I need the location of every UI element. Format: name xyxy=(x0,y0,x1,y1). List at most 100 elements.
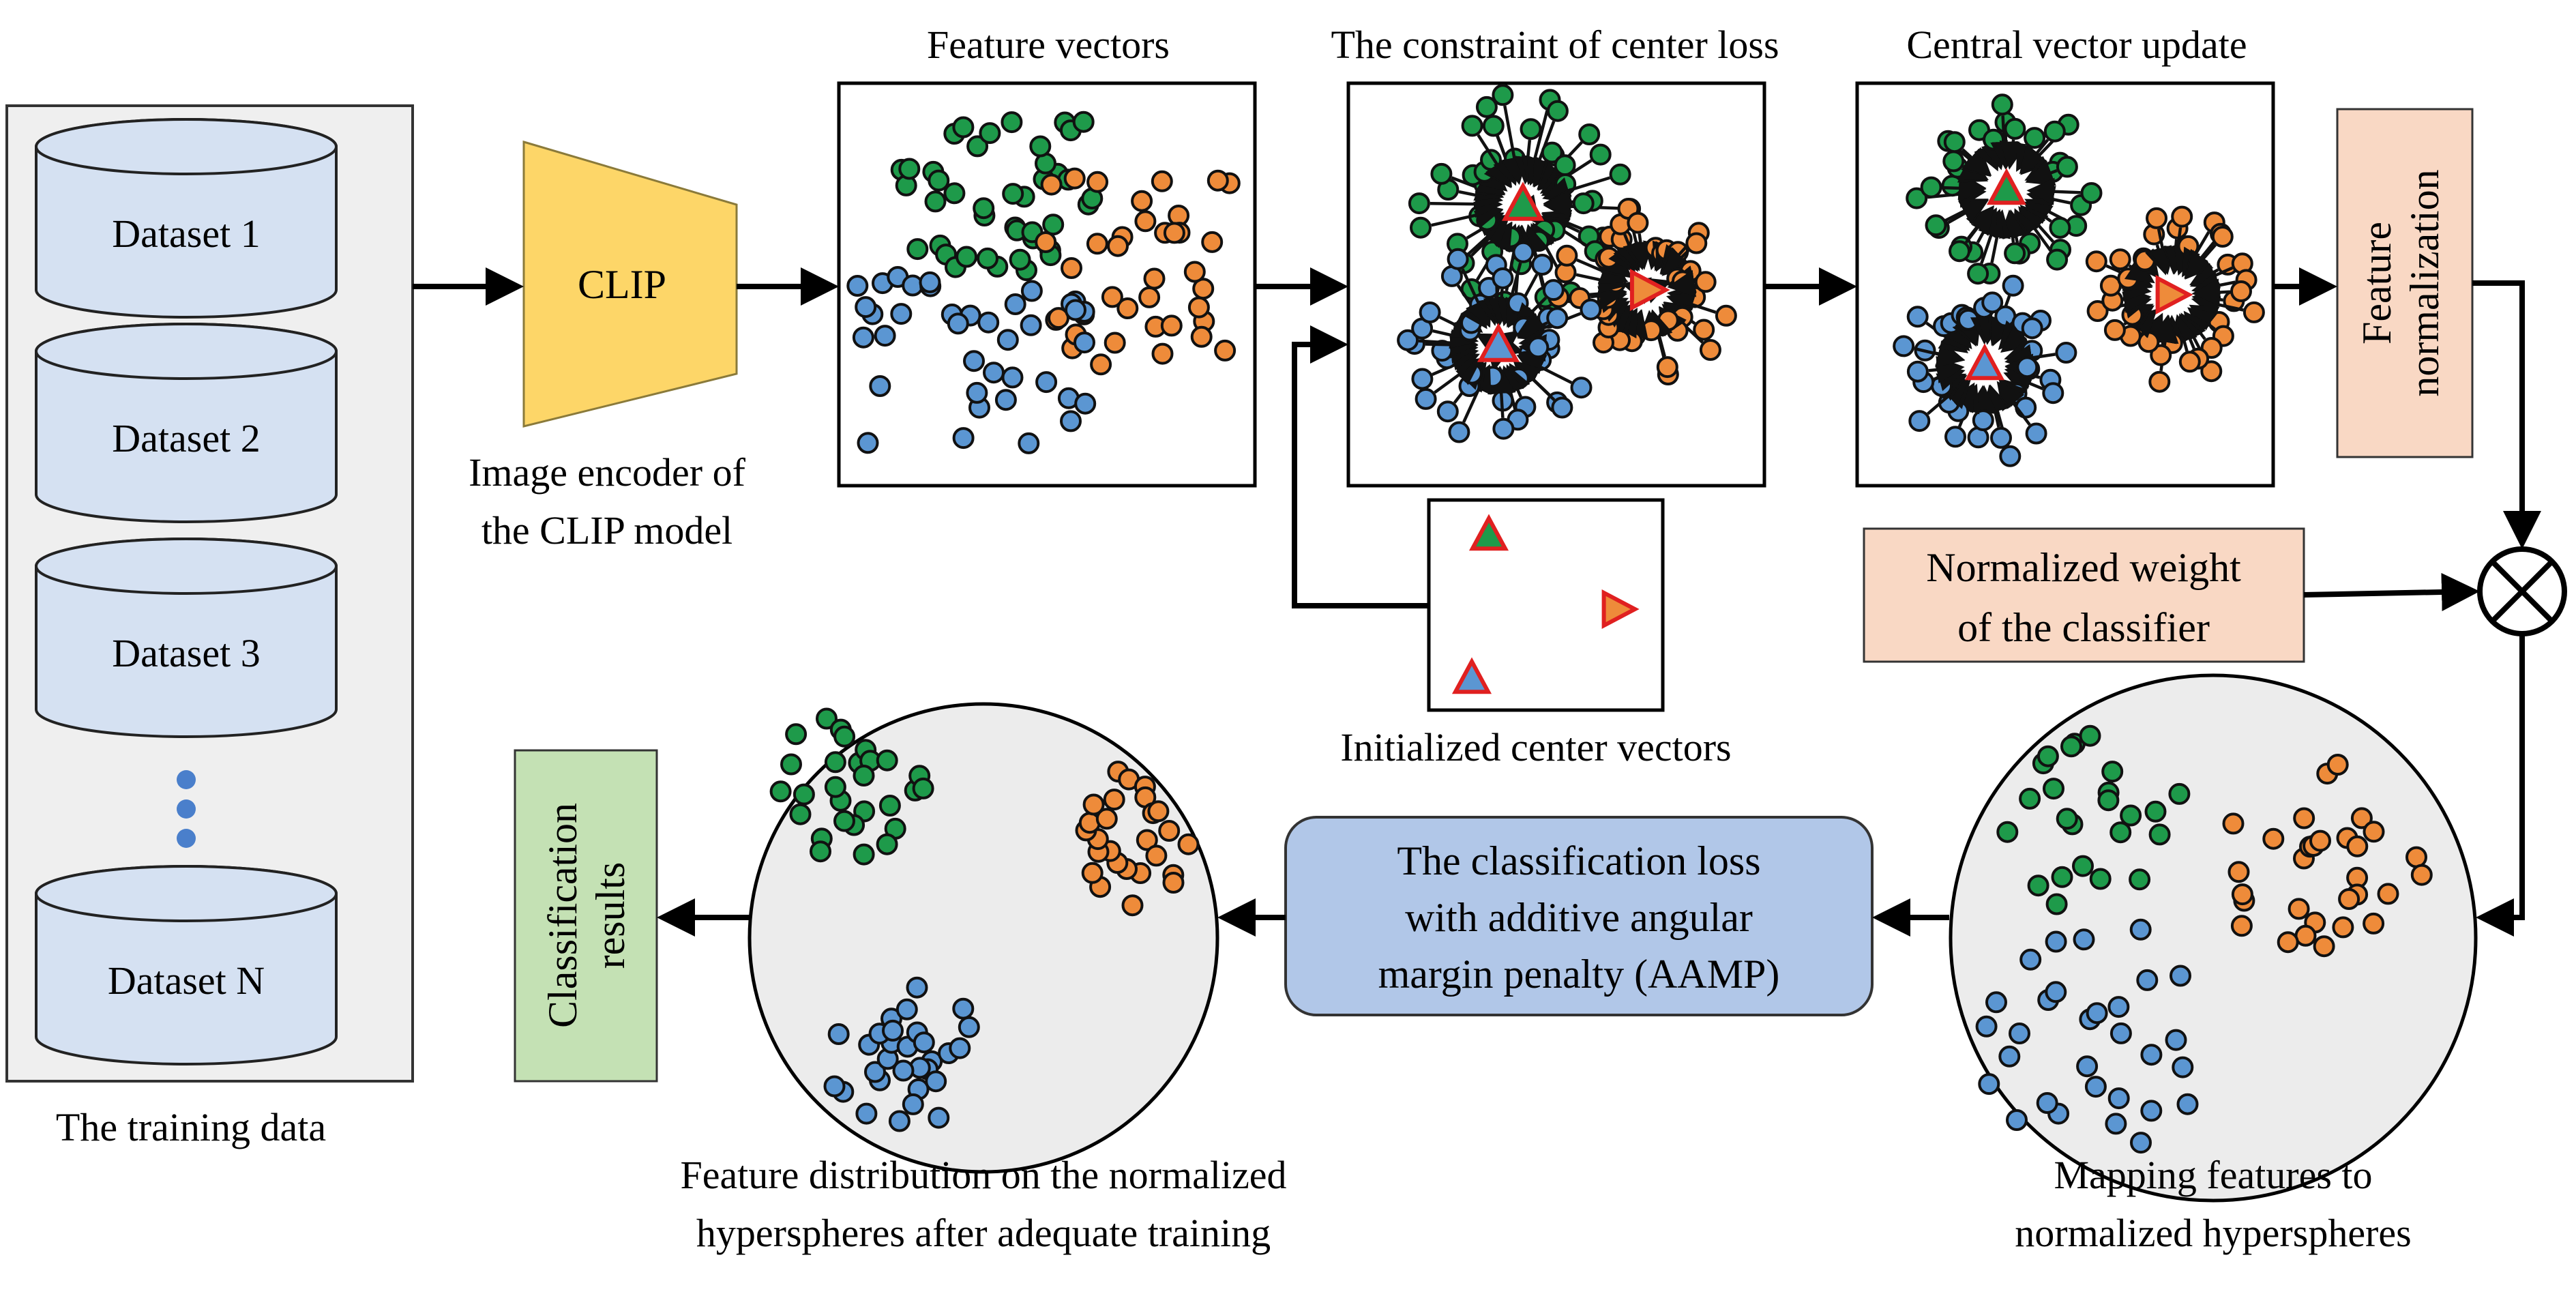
feature-point xyxy=(1076,394,1095,413)
center-pull-arrow xyxy=(1511,366,1513,369)
feature-point xyxy=(1701,340,1720,359)
feature-point xyxy=(1019,434,1038,453)
clip-label: CLIP xyxy=(578,262,666,307)
feature-point xyxy=(829,1025,848,1044)
center-pull-arrow xyxy=(1670,293,1685,295)
feature-point xyxy=(1066,301,1085,320)
feature-point xyxy=(979,313,998,332)
feature-point xyxy=(771,782,790,801)
feature-point xyxy=(1022,282,1041,301)
feature-point xyxy=(880,796,900,815)
feature-point xyxy=(1449,250,1468,269)
feature-point xyxy=(848,276,867,295)
feature-point xyxy=(2106,1114,2125,1133)
feature-point xyxy=(1581,300,1600,319)
feature-point xyxy=(2046,982,2065,1001)
feature-point xyxy=(1943,176,1962,195)
feature-point xyxy=(2328,755,2348,774)
feature-point xyxy=(2103,762,2122,781)
feature-point xyxy=(914,779,933,798)
feature-point xyxy=(1088,173,1107,192)
center-pull-arrow xyxy=(1453,348,1475,350)
feature-point xyxy=(908,978,927,997)
feature-point xyxy=(2131,920,2150,939)
feature-point xyxy=(2007,1111,2026,1130)
feature-point xyxy=(967,383,986,402)
feature-point xyxy=(2023,319,2042,338)
aamp-line3: margin penalty (AAMP) xyxy=(1378,952,1780,997)
feature-point xyxy=(904,1095,923,1114)
feature-point xyxy=(2245,303,2264,322)
feature-point xyxy=(1074,113,1093,132)
feature-point xyxy=(2111,823,2130,842)
feature-point xyxy=(2348,837,2367,856)
feature-point xyxy=(2224,814,2243,833)
feature-point xyxy=(1083,864,1102,883)
feature-point xyxy=(1992,428,2011,447)
feature-point xyxy=(1611,165,1630,184)
feature-point xyxy=(2091,870,2110,889)
feature-point xyxy=(1979,1074,1998,1093)
feature-point xyxy=(2290,899,2309,918)
feature-point xyxy=(1977,1017,1996,1036)
feature-point xyxy=(2171,967,2190,986)
feature-point xyxy=(2112,1024,2131,1043)
feature-point xyxy=(2027,424,2046,443)
feature-point xyxy=(2020,789,2039,808)
center-pull-arrow xyxy=(1500,289,1502,323)
feature-point xyxy=(1153,344,1172,364)
feature-point xyxy=(825,1077,844,1096)
feature-point xyxy=(1591,145,1610,164)
feature-point xyxy=(2170,784,2189,804)
feature-point xyxy=(2233,885,2252,904)
feature-point xyxy=(929,171,948,190)
dataset-label: Dataset N xyxy=(108,958,265,1003)
feature-point xyxy=(1189,298,1209,317)
feature-point xyxy=(945,183,964,203)
feature-point xyxy=(1421,303,1440,322)
feature-point xyxy=(2038,1093,2057,1113)
feature-point xyxy=(915,1033,934,1052)
feature-point xyxy=(1528,338,1548,357)
trained-hypersphere xyxy=(750,704,1217,1172)
arrow-weight-to-otimes xyxy=(2304,591,2474,595)
feature-point xyxy=(1091,355,1110,374)
feature-point xyxy=(2047,895,2067,914)
feature-point xyxy=(2294,809,2313,828)
feature-point xyxy=(1164,873,1183,892)
feature-point xyxy=(876,326,895,345)
feature-point xyxy=(856,297,875,317)
normalized-weight-line2: of the classifier xyxy=(1957,605,2210,650)
feature-point xyxy=(1002,113,1021,132)
feature-point xyxy=(978,249,997,268)
feature-point xyxy=(1411,218,1430,237)
feature-point xyxy=(1987,992,2006,1012)
feature-point xyxy=(2339,889,2358,909)
feature-point xyxy=(1493,269,1512,288)
feature-point xyxy=(1103,287,1122,306)
feature-point xyxy=(2021,950,2040,969)
feature-point xyxy=(2053,868,2072,887)
ellipsis-dots-icon xyxy=(177,770,196,848)
feature-point xyxy=(974,198,993,218)
feature-point xyxy=(1908,307,1927,326)
feature-point xyxy=(835,812,854,831)
feature-point xyxy=(2150,372,2169,392)
feature-point xyxy=(855,845,874,864)
feature-point xyxy=(2130,870,2149,889)
feature-point xyxy=(1149,802,1168,821)
feature-point xyxy=(898,1000,917,1019)
feature-point xyxy=(2150,825,2170,844)
aamp-line2: with additive angular xyxy=(1405,895,1753,940)
feature-point xyxy=(1215,341,1234,360)
feature-point xyxy=(1088,234,1107,253)
feature-point xyxy=(2173,1058,2192,1077)
feature-point xyxy=(1031,137,1050,156)
feature-point xyxy=(998,330,1018,349)
feature-point xyxy=(2142,1045,2161,1064)
feature-point xyxy=(954,428,973,447)
feature-point xyxy=(949,314,968,333)
feature-point xyxy=(2137,971,2157,990)
